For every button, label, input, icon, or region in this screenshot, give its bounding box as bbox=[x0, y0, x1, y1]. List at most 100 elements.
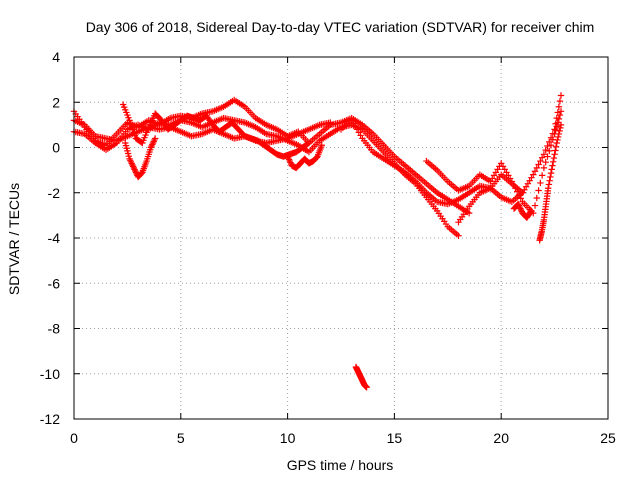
data-point bbox=[129, 161, 136, 169]
x-tick-label: 15 bbox=[387, 430, 403, 446]
data-point bbox=[535, 187, 542, 194]
data-point bbox=[285, 154, 292, 162]
y-tick-label: -4 bbox=[48, 230, 61, 246]
data-point bbox=[547, 173, 554, 181]
data-point bbox=[547, 169, 555, 177]
data-point bbox=[130, 129, 138, 136]
data-series bbox=[510, 200, 535, 221]
data-point bbox=[127, 158, 135, 166]
data-point bbox=[554, 119, 562, 126]
data-points bbox=[70, 92, 565, 391]
data-point bbox=[544, 142, 551, 150]
data-point bbox=[127, 120, 134, 127]
data-point bbox=[544, 185, 552, 192]
data-series bbox=[119, 101, 313, 160]
data-point bbox=[151, 135, 159, 142]
chart-title: Day 306 of 2018, Sidereal Day-to-day VTE… bbox=[86, 19, 595, 35]
data-point bbox=[516, 203, 523, 211]
data-point bbox=[515, 200, 522, 208]
data-point bbox=[537, 179, 544, 187]
x-tick-label: 5 bbox=[177, 430, 185, 446]
data-series bbox=[455, 171, 526, 226]
data-point bbox=[545, 181, 553, 188]
y-tick-label: -6 bbox=[48, 275, 61, 291]
data-point bbox=[530, 171, 537, 178]
data-point bbox=[556, 127, 563, 135]
data-point bbox=[548, 166, 555, 173]
data-point bbox=[305, 139, 313, 147]
data-point bbox=[150, 138, 157, 145]
data-point bbox=[551, 151, 558, 158]
data-point bbox=[284, 153, 291, 160]
data-point bbox=[547, 142, 555, 149]
x-tick-label: 0 bbox=[70, 430, 78, 446]
data-point bbox=[542, 146, 549, 154]
x-tick-label: 10 bbox=[280, 430, 296, 446]
data-point bbox=[552, 147, 559, 154]
data-point bbox=[128, 160, 135, 167]
data-point bbox=[517, 195, 524, 202]
data-point bbox=[553, 139, 560, 147]
data-point bbox=[552, 143, 560, 150]
data-point bbox=[304, 140, 312, 147]
data-point bbox=[554, 133, 562, 141]
y-tick-label: -2 bbox=[48, 185, 61, 201]
data-point bbox=[552, 126, 559, 134]
y-tick-label: -8 bbox=[48, 321, 61, 337]
data-point bbox=[540, 164, 548, 172]
data-point bbox=[465, 209, 473, 217]
data-point bbox=[149, 141, 156, 148]
data-point bbox=[546, 138, 553, 146]
data-point bbox=[149, 139, 157, 147]
data-point bbox=[318, 142, 325, 149]
data-point bbox=[128, 123, 135, 130]
data-series bbox=[536, 121, 565, 244]
data-point bbox=[286, 157, 293, 165]
data-point bbox=[151, 136, 158, 144]
plot-frame bbox=[73, 56, 609, 420]
data-point bbox=[363, 384, 370, 391]
data-point bbox=[555, 130, 563, 138]
data-point bbox=[540, 151, 548, 158]
data-point bbox=[517, 206, 525, 214]
data-point bbox=[550, 154, 558, 162]
data-point bbox=[537, 157, 544, 165]
data-point bbox=[132, 167, 139, 175]
data-point bbox=[549, 162, 556, 169]
data-point bbox=[555, 115, 563, 123]
data-point bbox=[553, 123, 560, 130]
y-tick-label: 0 bbox=[52, 140, 60, 156]
data-point bbox=[129, 163, 137, 170]
data-point bbox=[127, 157, 134, 164]
data-point bbox=[556, 111, 564, 119]
data-point bbox=[129, 126, 136, 133]
data-series bbox=[122, 135, 159, 181]
data-point bbox=[557, 121, 565, 129]
data-point bbox=[554, 136, 561, 144]
data-point bbox=[455, 232, 462, 239]
data-point bbox=[538, 172, 546, 179]
data-point bbox=[126, 155, 133, 163]
data-point bbox=[126, 117, 133, 124]
y-tick-label: -12 bbox=[40, 411, 60, 427]
data-point bbox=[538, 154, 546, 161]
data-point bbox=[131, 166, 138, 173]
data-point bbox=[137, 170, 145, 178]
x-tick-label: 25 bbox=[600, 430, 616, 446]
data-point bbox=[549, 158, 557, 166]
data-point bbox=[531, 202, 539, 209]
data-point bbox=[557, 108, 565, 115]
data-point bbox=[542, 159, 549, 166]
data-point bbox=[555, 103, 563, 110]
data-point bbox=[132, 169, 140, 176]
data-point bbox=[147, 144, 155, 151]
data-point bbox=[131, 132, 139, 139]
data-point bbox=[544, 153, 551, 160]
data-point bbox=[546, 147, 553, 155]
data-point bbox=[312, 154, 320, 162]
data-point bbox=[148, 142, 155, 150]
data-point bbox=[287, 159, 294, 166]
